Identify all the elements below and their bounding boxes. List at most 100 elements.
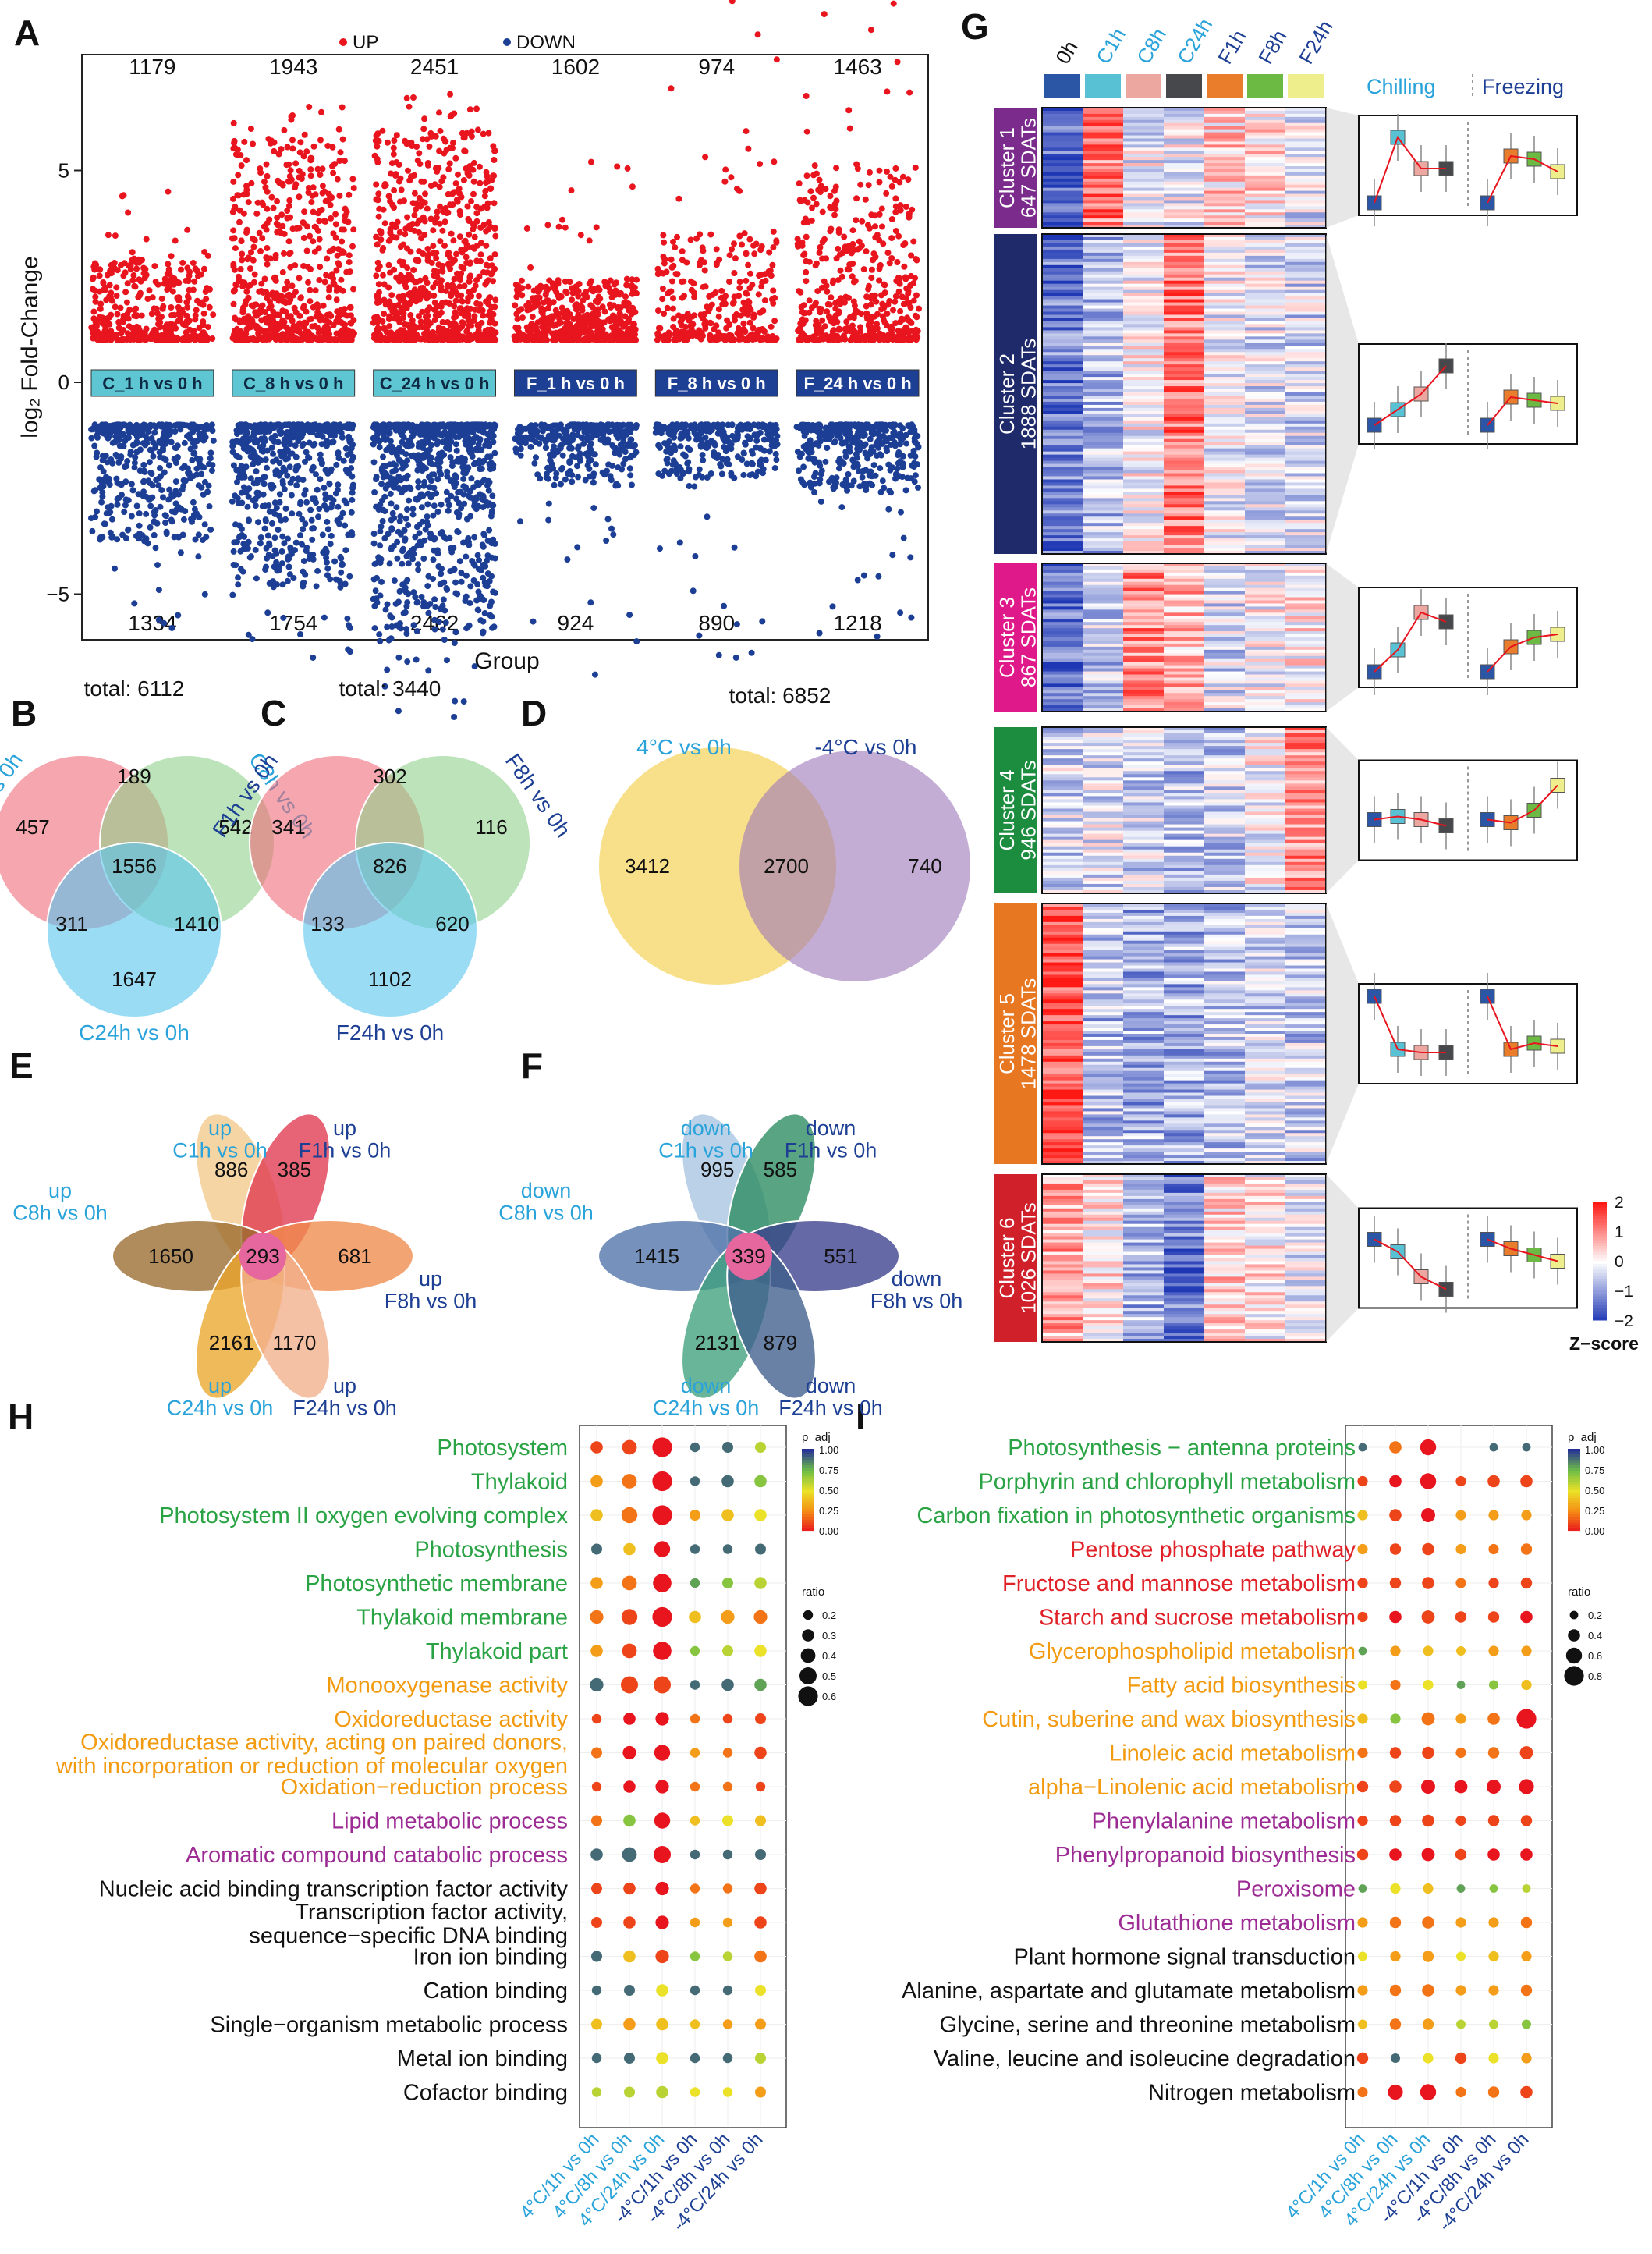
- up-point: [253, 323, 261, 330]
- down-point: [527, 433, 534, 440]
- up-point: [324, 143, 331, 149]
- down-point: [467, 583, 474, 590]
- down-point: [451, 481, 458, 488]
- down-point: [136, 535, 143, 542]
- up-point: [295, 336, 301, 343]
- down-point: [195, 553, 202, 560]
- down-point: [177, 549, 184, 556]
- down-point: [191, 506, 198, 513]
- down-point: [527, 443, 534, 450]
- down-point: [234, 478, 240, 485]
- down-point: [144, 435, 151, 442]
- down-point: [320, 423, 327, 430]
- up-point: [396, 278, 403, 285]
- up-point: [469, 335, 476, 342]
- down-point: [619, 466, 626, 473]
- up-point: [417, 285, 424, 292]
- up-point: [246, 282, 253, 289]
- up-point: [374, 300, 381, 306]
- down-point: [574, 544, 581, 551]
- up-point: [405, 167, 411, 174]
- down-point: [623, 431, 630, 438]
- up-point: [262, 330, 269, 337]
- up-point: [316, 218, 323, 225]
- up-point: [420, 126, 427, 133]
- down-point: [559, 452, 566, 459]
- down-point: [597, 436, 604, 443]
- down-point: [773, 425, 780, 432]
- up-point: [515, 325, 522, 332]
- down-point: [564, 556, 571, 563]
- up-point: [682, 324, 689, 330]
- down-point: [562, 439, 569, 445]
- up-point: [333, 296, 340, 303]
- down-point: [764, 431, 771, 438]
- up-point: [296, 275, 303, 282]
- up-point: [672, 327, 679, 334]
- up-point: [105, 232, 112, 239]
- down-point: [93, 453, 100, 460]
- up-point: [691, 293, 698, 300]
- down-point: [488, 554, 495, 561]
- up-point: [123, 299, 130, 306]
- down-point: [333, 461, 340, 468]
- up-point: [374, 241, 381, 248]
- up-point: [628, 311, 635, 318]
- down-point: [480, 543, 487, 550]
- up-point: [117, 261, 124, 268]
- down-point: [309, 525, 316, 532]
- down-point: [373, 476, 380, 482]
- up-point: [271, 274, 278, 281]
- down-point: [417, 538, 424, 545]
- down-point: [628, 436, 635, 443]
- down-point: [456, 421, 463, 428]
- up-point: [303, 247, 310, 254]
- up-point: [575, 288, 582, 295]
- down-point: [456, 558, 463, 565]
- up-point: [378, 228, 385, 235]
- up-point: [446, 160, 453, 167]
- up-point: [386, 332, 393, 339]
- down-point: [234, 431, 240, 437]
- down-point: [677, 475, 684, 482]
- down-point: [583, 435, 590, 442]
- down-point: [490, 502, 497, 509]
- up-point: [452, 154, 459, 162]
- down-point: [261, 428, 268, 435]
- down-point: [444, 657, 450, 664]
- down-point: [99, 534, 106, 541]
- up-point: [724, 317, 730, 324]
- up-point: [329, 163, 335, 169]
- down-point: [263, 563, 269, 570]
- down-point: [182, 508, 189, 515]
- down-point: [410, 622, 417, 629]
- down-point: [378, 424, 385, 431]
- up-point: [240, 191, 247, 198]
- up-point: [180, 335, 187, 342]
- down-point: [424, 513, 431, 520]
- down-point: [160, 447, 166, 454]
- legend-up-label: UP: [353, 32, 378, 53]
- down-point: [399, 431, 406, 438]
- up-point: [445, 165, 452, 172]
- down-point: [94, 508, 100, 515]
- up-point: [128, 258, 135, 265]
- down-point: [271, 499, 278, 506]
- up-point: [392, 224, 399, 231]
- down-point: [684, 460, 691, 467]
- down-point: [245, 631, 252, 638]
- down-point: [321, 485, 328, 492]
- up-point: [100, 279, 107, 286]
- down-point: [250, 497, 257, 504]
- up-point: [307, 286, 314, 293]
- down-point: [204, 488, 211, 495]
- up-point: [243, 186, 250, 193]
- up-point: [289, 282, 296, 289]
- down-point: [737, 425, 744, 431]
- down-point: [415, 452, 422, 459]
- down-count: 1754: [269, 611, 317, 635]
- down-point: [113, 475, 120, 482]
- down-point: [318, 460, 325, 467]
- down-point: [413, 496, 420, 503]
- up-point: [589, 303, 596, 311]
